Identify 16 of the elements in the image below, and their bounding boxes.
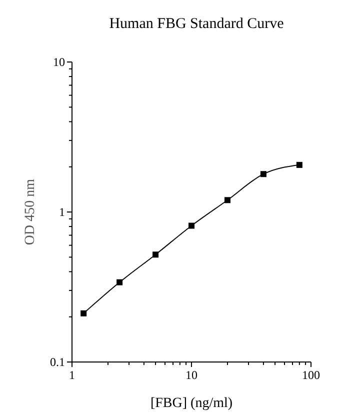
point (116, 279, 123, 286)
y-tick-label: 1 (59, 205, 65, 219)
point (80, 310, 87, 316)
y-tick-label: 10 (53, 55, 65, 69)
x-tick-label: 100 (302, 368, 320, 382)
y-tick-label: 0.1 (50, 355, 65, 369)
x-axis-title: [FBG] (ng/ml) (150, 396, 233, 411)
chart-title: Human FBG Standard Curve (109, 16, 284, 32)
point (224, 197, 230, 204)
y-axis-title: OD 450 nm (23, 178, 38, 246)
point (188, 222, 194, 229)
point (296, 162, 302, 168)
x-tick-label: 10 (186, 368, 198, 382)
point (260, 171, 266, 178)
point (152, 252, 159, 258)
x-tick-label: 1 (69, 368, 75, 382)
